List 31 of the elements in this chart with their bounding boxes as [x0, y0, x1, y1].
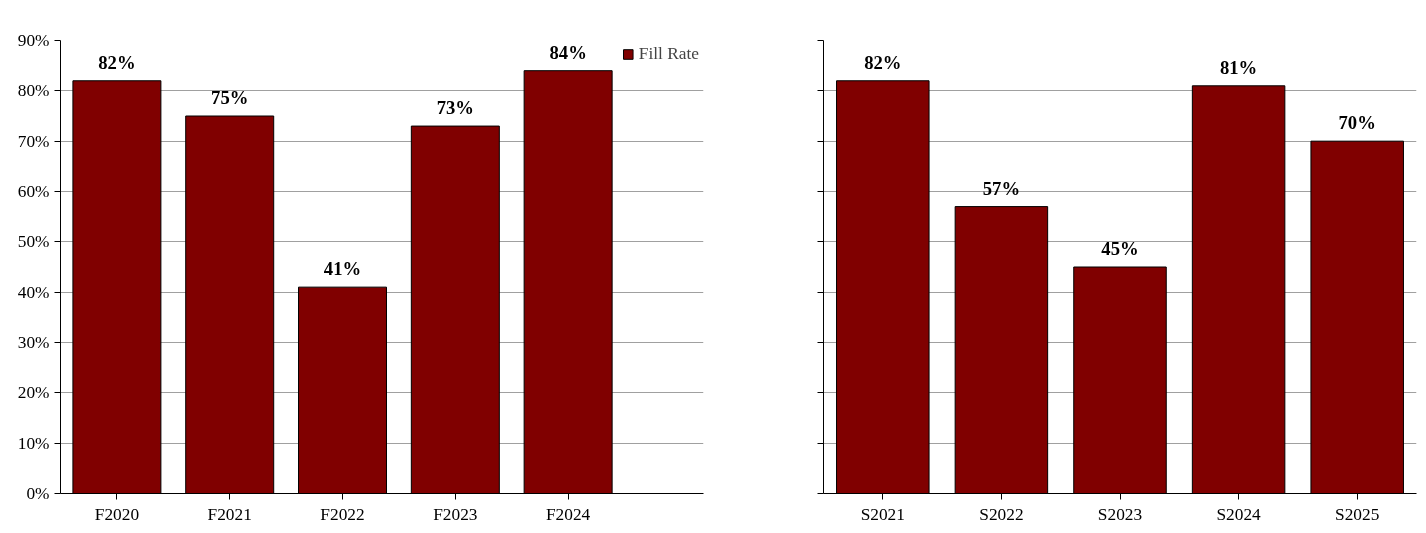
x-tick-label: S2025 — [1335, 504, 1380, 524]
x-tick-label: F2021 — [207, 504, 252, 524]
data-label: 82% — [98, 51, 136, 73]
y-tick-label: 10% — [17, 433, 50, 453]
y-tick-label: 80% — [17, 81, 50, 101]
data-label: 41% — [323, 258, 362, 280]
data-label: 82% — [864, 51, 902, 73]
y-tick-label: 70% — [17, 131, 50, 151]
data-label: 84% — [549, 41, 587, 63]
data-label: 57% — [982, 177, 1021, 199]
y-tick-label: 30% — [17, 333, 50, 352]
data-label: 70% — [1338, 112, 1376, 134]
data-label: 81% — [1219, 56, 1258, 78]
x-tick-label: S2023 — [1097, 504, 1143, 524]
x-tick-label: F2023 — [433, 504, 478, 524]
y-tick-label: 60% — [17, 182, 50, 201]
y-tick-label: 0% — [26, 484, 50, 503]
data-label: 73% — [436, 97, 474, 119]
data-label: 45% — [1101, 238, 1139, 259]
y-tick-label: 40% — [17, 282, 50, 302]
y-tick-label: 20% — [17, 383, 50, 403]
x-tick-label: S2021 — [860, 504, 905, 524]
x-tick-label: F2022 — [320, 504, 365, 524]
x-tick-label: S2024 — [1216, 504, 1262, 524]
y-tick-label: 90% — [17, 31, 50, 50]
x-tick-label: F2020 — [94, 504, 140, 524]
legend-label: Fill Rate — [638, 44, 699, 64]
x-tick-label: F2024 — [545, 504, 591, 524]
data-label: 75% — [211, 87, 249, 108]
x-tick-label: S2022 — [979, 504, 1024, 524]
y-tick-label: 50% — [17, 232, 50, 252]
